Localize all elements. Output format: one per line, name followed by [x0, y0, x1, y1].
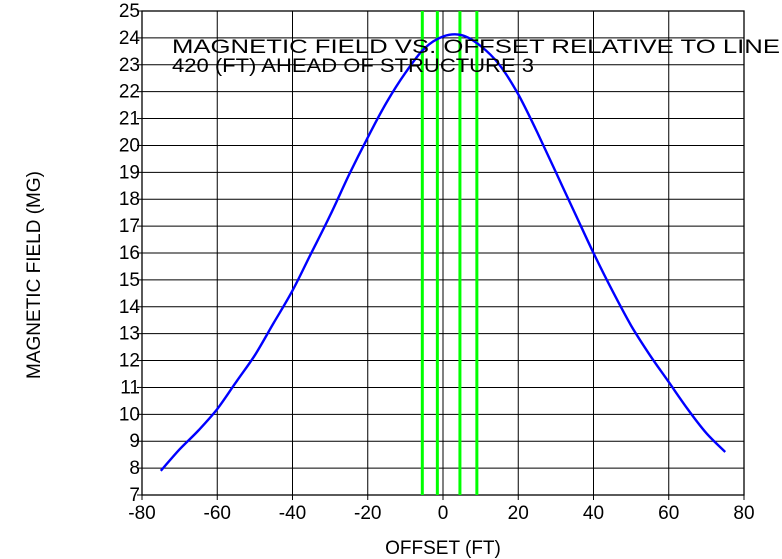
y-tick-label: 24: [119, 28, 141, 49]
y-tick-label: 25: [119, 1, 140, 22]
y-tick-label: 23: [119, 55, 140, 76]
y-tick-label: 17: [119, 216, 140, 237]
chart-title-line: MAGNETIC FIELD VS. OFFSET RELATIVE TO LI…: [172, 37, 780, 58]
grid: [137, 10, 745, 500]
series-curve: [159, 33, 727, 472]
y-tick-label: 13: [119, 324, 140, 345]
y-axis-label: MAGNETIC FIELD (MG): [24, 171, 45, 379]
vertical-markers: [420, 11, 479, 495]
y-tick-label: 19: [119, 162, 140, 183]
x-tick-label: 20: [508, 503, 529, 524]
x-tick-labels: -80 -60 -40 -20 0 20 40 60 80: [128, 503, 754, 524]
y-tick-label: 8: [129, 458, 140, 479]
y-tick-label: 11: [120, 377, 140, 398]
x-tick-label: 60: [658, 503, 679, 524]
x-tick-label: -60: [204, 503, 231, 524]
x-tick-label: -20: [354, 503, 381, 524]
y-tick-label: 21: [119, 109, 140, 130]
y-tick-label: 14: [119, 297, 141, 318]
y-tick-label: 10: [119, 404, 140, 425]
x-tick-label: 40: [583, 503, 604, 524]
y-tick-label: 22: [119, 82, 140, 103]
y-tick-label: 15: [119, 270, 140, 291]
y-tick-label: 12: [119, 351, 140, 372]
y-tick-labels: 7 8 9 10 11 12 13 14 15 16 17 18 19 20 21 22 23 24 25: [119, 1, 141, 506]
x-tick-label: -80: [128, 503, 155, 524]
x-axis-label: OFFSET (FT): [385, 538, 501, 559]
magnetic-field-curve: [159, 33, 727, 472]
y-tick-label: 18: [119, 189, 140, 210]
y-tick-label: 7: [129, 485, 140, 506]
x-tick-label: 80: [733, 503, 754, 524]
x-tick-label: 0: [438, 503, 449, 524]
x-tick-label: -40: [279, 503, 306, 524]
y-tick-label: 9: [129, 431, 140, 452]
y-tick-label: 16: [119, 243, 140, 264]
y-tick-label: 20: [119, 135, 140, 156]
chart-title: MAGNETIC FIELD VS. OFFSET RELATIVE TO LI…: [172, 37, 780, 77]
chart-title-line: 420 (FT) AHEAD OF STRUCTURE 3: [172, 56, 534, 77]
